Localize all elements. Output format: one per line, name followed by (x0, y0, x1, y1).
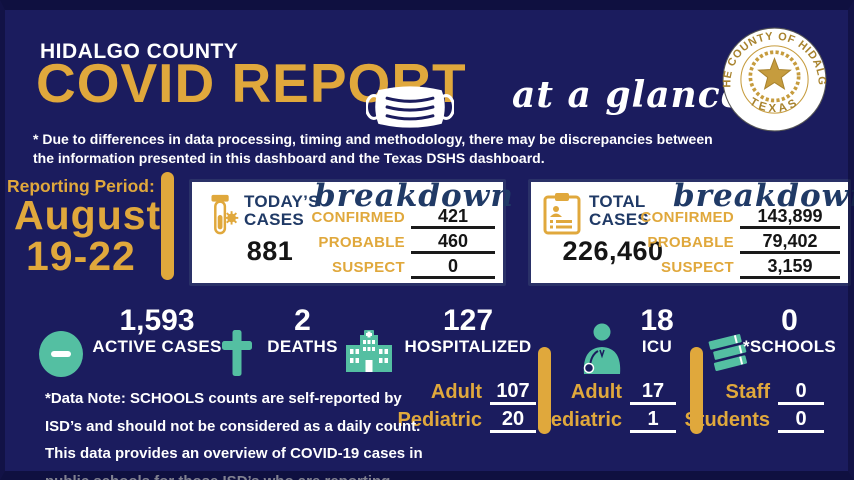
card-title-line1: TOTAL (589, 192, 646, 211)
test-tube-icon (204, 193, 240, 242)
row-value: 143,899 (740, 206, 840, 229)
divider-bar (538, 347, 551, 434)
icu-label: ICU (641, 337, 673, 356)
divider-bar (690, 347, 703, 434)
county-seal: THE COUNTY OF HIDALGO TEXAS (717, 18, 827, 132)
hospitalized-stat: 127 HOSPITALIZED (398, 305, 538, 357)
hospitalized-value: 127 (442, 304, 494, 337)
breakdown-row-probable: PROBABLE 460 (311, 229, 495, 254)
sub-label: Adult (570, 381, 622, 403)
todays-cases-total: 881 (246, 236, 294, 266)
row-label: CONFIRMED (640, 209, 734, 226)
data-note: *Data Note: SCHOOLS counts are self-repo… (45, 385, 423, 480)
todays-cases-card: TODAY’S CASES 881 breakdown CONFIRMED 42… (189, 178, 513, 286)
card-title: TOTAL CASES (589, 193, 649, 229)
schools-staff-row: Staff 0 (704, 381, 824, 405)
sub-label: Pediatric (537, 409, 622, 431)
card-title-line1: TODAY’S (244, 192, 320, 211)
schools-breakdown: Staff 0 Students 0 (684, 381, 824, 433)
county-name: HIDALGO COUNTY (40, 40, 239, 63)
row-label: SUSPECT (332, 259, 405, 276)
hospital-icon (345, 330, 393, 377)
reporting-period-month: August (14, 192, 162, 238)
row-value: 3,159 (740, 256, 840, 279)
sub-label: Pediatric (397, 409, 482, 431)
sub-value: 0 (778, 409, 824, 433)
clipboard-icon (543, 193, 581, 240)
total-cases-total: 226,460 (562, 236, 664, 266)
minus-circle-icon (38, 330, 84, 383)
sub-value: 20 (490, 409, 536, 433)
disclaimer-line1: * Due to differences in data processing,… (33, 131, 713, 147)
icu-pediatric-row: Pediatric 1 (538, 409, 676, 433)
books-icon (707, 330, 752, 381)
icu-breakdown: Adult 17 Pediatric 1 (538, 381, 676, 433)
hospitalized-breakdown: Adult 107 Pediatric 20 (398, 381, 536, 433)
card-title: TODAY’S CASES (244, 193, 320, 229)
card-title-line2: CASES (589, 210, 650, 229)
sub-label: Adult (430, 381, 482, 403)
row-label: SUSPECT (661, 259, 734, 276)
breakdown-row-probable: PROBABLE 79,402 (640, 229, 840, 254)
row-value: 421 (411, 206, 495, 229)
schools-value: 0 (781, 304, 798, 337)
row-value: 0 (411, 256, 495, 279)
row-value: 460 (411, 231, 495, 254)
breakdown-row-suspect: SUSPECT 0 (311, 254, 495, 279)
disclaimer: * Due to differences in data processing,… (33, 130, 713, 168)
schools-stat: 0 *SCHOOLS (742, 305, 837, 357)
schools-label: *SCHOOLS (742, 337, 837, 356)
sub-value: 17 (630, 381, 676, 405)
active-cases-value: 1,593 (119, 304, 195, 337)
deaths-label: DEATHS (267, 337, 338, 356)
row-label: CONFIRMED (311, 209, 405, 226)
data-note-line1: *Data Note: SCHOOLS counts are self-repo… (45, 390, 402, 407)
hospitalized-pediatric-row: Pediatric 20 (398, 409, 536, 433)
row-value: 79,402 (740, 231, 840, 254)
data-note-line2: ISD’s and should not be considered as a … (45, 417, 421, 435)
breakdown-label: breakdown (314, 178, 514, 214)
breakdown-rows: CONFIRMED 143,899 PROBABLE 79,402 SUSPEC… (640, 204, 840, 279)
sub-value: 1 (630, 409, 676, 433)
face-mask-icon (364, 84, 456, 130)
schools-students-row: Students 0 (684, 409, 824, 433)
active-cases-label: ACTIVE CASES (92, 337, 222, 356)
reporting-period-days: 19-22 (26, 233, 136, 279)
icu-adult-row: Adult 17 (556, 381, 676, 405)
seal-star-icon (757, 57, 792, 91)
breakdown-row-suspect: SUSPECT 3,159 (640, 254, 840, 279)
breakdown-row-confirmed: CONFIRMED 143,899 (640, 204, 840, 229)
sub-value: 107 (490, 381, 536, 405)
deaths-stat: 2 DEATHS (260, 305, 345, 357)
breakdown-row-confirmed: CONFIRMED 421 (311, 204, 495, 229)
total-cases-card: TOTAL CASES 226,460 breakdown CONFIRMED … (528, 178, 854, 286)
sub-value: 0 (778, 381, 824, 405)
hospitalized-adult-row: Adult 107 (404, 381, 536, 405)
reporting-period-label: Reporting Period: (7, 176, 155, 196)
divider-bar (161, 172, 174, 280)
card-title-line2: CASES (244, 210, 305, 229)
deaths-value: 2 (294, 304, 311, 337)
sub-label: Students (684, 409, 770, 431)
data-note-line3: This data provides an overview of COVID-… (45, 445, 423, 462)
row-label: PROBABLE (318, 234, 405, 251)
sub-label: Staff (725, 381, 770, 403)
icu-value: 18 (640, 304, 674, 337)
icu-stat: 18 ICU (622, 305, 692, 357)
cross-icon (220, 328, 254, 383)
data-note-line4: public schools for those ISD’s who are r… (45, 468, 423, 480)
breakdown-rows: CONFIRMED 421 PROBABLE 460 SUSPECT 0 (311, 204, 495, 279)
hospitalized-label: HOSPITALIZED (404, 337, 532, 356)
row-label: PROBABLE (647, 234, 734, 251)
active-cases-stat: 1,593 ACTIVE CASES (92, 305, 222, 357)
doctor-icon (578, 322, 622, 381)
breakdown-label: breakdown (673, 178, 854, 214)
disclaimer-line2: the information presented in this dashbo… (33, 150, 545, 166)
